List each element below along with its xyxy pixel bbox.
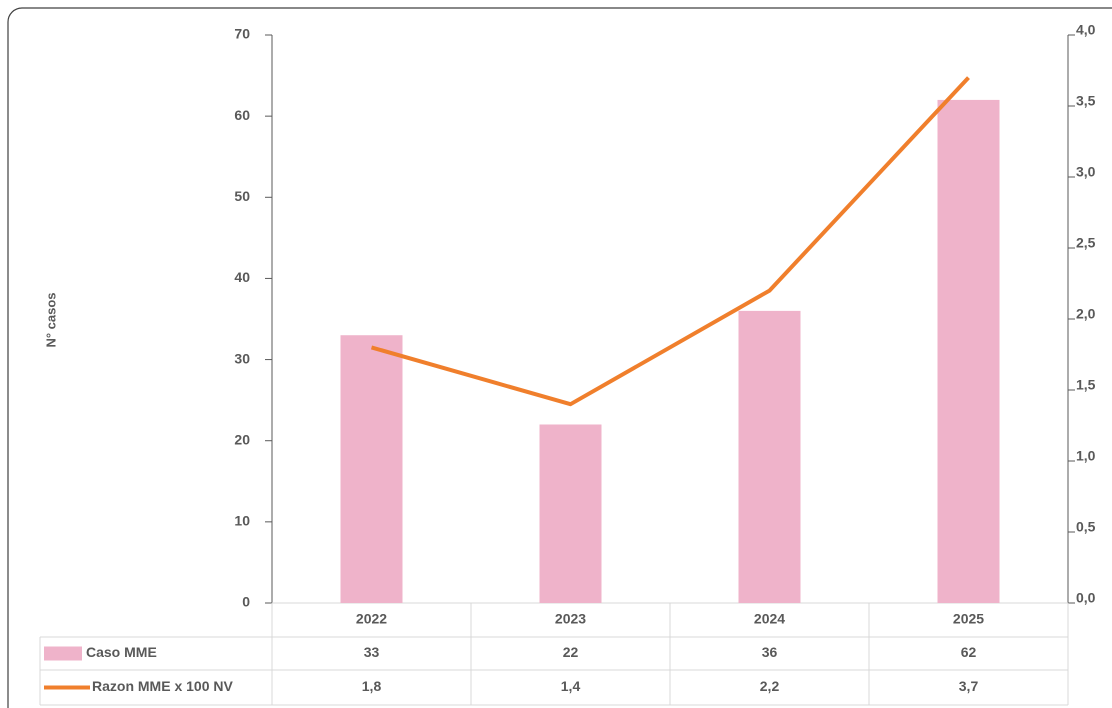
y2-tick-label: 0,0 bbox=[1076, 590, 1096, 606]
y2-tick-label: 4,0 bbox=[1076, 22, 1096, 38]
y-tick-label: 70 bbox=[234, 26, 250, 42]
frame bbox=[7, 7, 1112, 708]
table-value: 1,4 bbox=[561, 678, 581, 694]
legend-key bbox=[44, 646, 82, 661]
table-value: 22 bbox=[563, 644, 579, 660]
table-value: 2,2 bbox=[760, 678, 780, 694]
y2-tick-label: 0,5 bbox=[1076, 519, 1096, 535]
y-tick-label: 20 bbox=[234, 431, 250, 447]
bar bbox=[340, 335, 403, 603]
y-tick-label: 30 bbox=[234, 350, 250, 366]
y2-tick-label: 1,5 bbox=[1076, 377, 1096, 393]
legend-label: Razon MME x 100 NV bbox=[92, 678, 233, 694]
y-tick-label: 10 bbox=[234, 513, 250, 529]
y-tick-label: 60 bbox=[234, 107, 250, 123]
table-value: 33 bbox=[364, 644, 380, 660]
line bbox=[370, 76, 970, 407]
bar bbox=[539, 424, 602, 603]
table-value: 3,7 bbox=[959, 678, 979, 694]
bar bbox=[738, 310, 801, 603]
y2-tick-label: 2,5 bbox=[1076, 235, 1096, 251]
y2-tick-label: 1,0 bbox=[1076, 448, 1096, 464]
y2-tick-label: 2,0 bbox=[1076, 306, 1096, 322]
y-tick-label: 50 bbox=[234, 188, 250, 204]
x-tick-label: 2025 bbox=[953, 611, 984, 627]
y2-tick-label: 3,5 bbox=[1076, 93, 1096, 109]
bar bbox=[937, 99, 1000, 604]
y2-tick-label: 3,0 bbox=[1076, 164, 1096, 180]
x-tick-label: 2022 bbox=[356, 611, 387, 627]
y-tick-label: 40 bbox=[234, 269, 250, 285]
y-tick-label: 0 bbox=[242, 594, 250, 610]
table-value: 1,8 bbox=[362, 678, 382, 694]
table-value: 62 bbox=[961, 644, 977, 660]
y-axis-label: N° casos bbox=[43, 292, 58, 347]
table-value: 36 bbox=[762, 644, 778, 660]
legend-label: Caso MME bbox=[86, 644, 157, 660]
x-tick-label: 2023 bbox=[555, 611, 586, 627]
x-tick-label: 2024 bbox=[754, 611, 785, 627]
